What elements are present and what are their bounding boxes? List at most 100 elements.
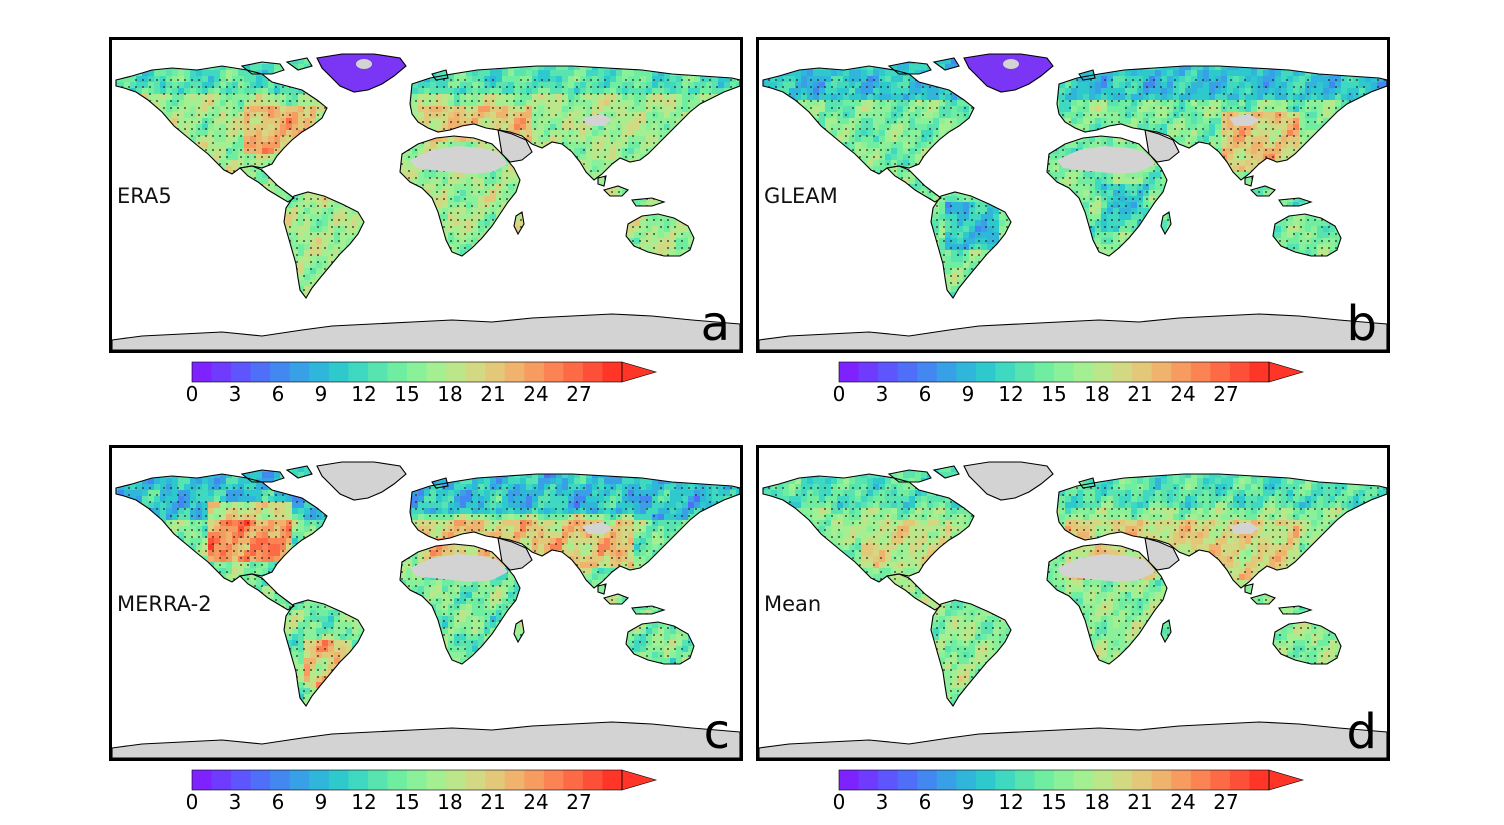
coastline-africa xyxy=(1046,135,1168,257)
map-panel-gleam: GLEAM b xyxy=(756,37,1390,353)
no-data-region xyxy=(112,314,740,350)
colorbar-tick-label: 9 xyxy=(962,790,975,814)
coastline-antarctica xyxy=(112,313,740,350)
colorbar-extend-arrow xyxy=(621,769,658,791)
dataset-label-era5: ERA5 xyxy=(117,184,172,208)
colorbar-tick-label: 9 xyxy=(315,790,328,814)
coastline-australia xyxy=(1272,621,1342,665)
colorbar-gradient xyxy=(191,361,658,383)
panel-letter-b: b xyxy=(1347,300,1377,348)
colorbar-tick-label: 6 xyxy=(272,790,285,814)
world-map-gleam xyxy=(759,40,1387,350)
no-data-region xyxy=(498,130,532,162)
colorbar-tick-label: 27 xyxy=(1213,790,1238,814)
no-data-region xyxy=(759,722,1387,758)
colorbar-gradient xyxy=(838,769,1305,791)
colorbar-tick-label: 15 xyxy=(1041,790,1066,814)
world-map-merra2 xyxy=(112,448,740,758)
no-data-region xyxy=(759,314,1387,350)
coastline-seAsiaIslands xyxy=(1244,583,1313,615)
colorbar-tick-label: 24 xyxy=(1170,790,1195,814)
coastline-greenland xyxy=(316,461,407,501)
dataset-label-gleam: GLEAM xyxy=(764,184,838,208)
coastline-greenland xyxy=(963,53,1054,93)
colorbar-extend-arrow xyxy=(1268,769,1305,791)
map-panel-era5: ERA5 a xyxy=(109,37,743,353)
no-data-region xyxy=(1145,130,1179,162)
coastline-antarctica xyxy=(759,721,1387,758)
no-data-region xyxy=(582,114,612,126)
coastline-northAmerica xyxy=(115,473,328,583)
coastline-africa xyxy=(399,135,521,257)
no-data-region xyxy=(1145,538,1179,570)
no-data-region xyxy=(112,722,740,758)
colorbar-tick-label: 6 xyxy=(272,382,285,406)
no-data-region xyxy=(582,522,612,534)
colorbar-tick-label: 24 xyxy=(523,790,548,814)
coastline-southAmerica xyxy=(930,191,1012,299)
colorbar-gradient xyxy=(838,361,1305,383)
coastline-centralAmerica xyxy=(238,165,295,203)
colorbar-tick-label: 12 xyxy=(351,790,376,814)
dataset-label-merra2: MERRA-2 xyxy=(117,592,212,616)
coastline-southAmerica xyxy=(930,599,1012,707)
coastline-northAmerica xyxy=(762,65,975,175)
coastline-arcticIslands xyxy=(240,57,449,81)
no-data-region xyxy=(1229,114,1259,126)
colorbar-gradient xyxy=(191,769,658,791)
colorbar-tick-label: 21 xyxy=(480,382,505,406)
colorbar-tick-label: 0 xyxy=(833,790,846,814)
colorbar-tick-label: 6 xyxy=(919,790,932,814)
coastline-madagascar xyxy=(1160,619,1172,644)
colorbar-tick-label: 6 xyxy=(919,382,932,406)
colorbar-tick-label: 27 xyxy=(566,382,591,406)
coastline-greenland xyxy=(963,461,1054,501)
no-data-region xyxy=(1057,554,1155,582)
colorbar-tick-label: 3 xyxy=(229,790,242,814)
map-panel-mean: Mean d xyxy=(756,445,1390,761)
colorbar-tick-label: 0 xyxy=(833,382,846,406)
colorbar-tick-label: 9 xyxy=(962,382,975,406)
coastline-australia xyxy=(1272,213,1342,257)
coastline-africa xyxy=(1046,543,1168,665)
colorbar-tick-label: 24 xyxy=(1170,382,1195,406)
no-data-region xyxy=(410,554,508,582)
coastline-madagascar xyxy=(1160,211,1172,236)
coastline-northAmerica xyxy=(115,65,328,175)
colorbar-tick-label: 18 xyxy=(437,382,462,406)
colorbar-tick-label: 27 xyxy=(1213,382,1238,406)
map-panel-merra2: MERRA-2 c xyxy=(109,445,743,761)
colorbar-tick-label: 18 xyxy=(437,790,462,814)
colorbar-tick-label: 21 xyxy=(480,790,505,814)
coastline-madagascar xyxy=(513,211,525,236)
no-data-region xyxy=(1057,146,1155,174)
colorbar-tick-label: 3 xyxy=(876,790,889,814)
coastline-southAmerica xyxy=(283,191,365,299)
coastline-centralAmerica xyxy=(885,573,942,611)
no-data-region xyxy=(410,146,508,174)
coastline-seAsiaIslands xyxy=(597,175,666,207)
colorbar-extend-arrow xyxy=(1268,361,1305,383)
coastline-centralAmerica xyxy=(238,573,295,611)
coastline-northAmerica xyxy=(762,473,975,583)
colorbar-tick-label: 21 xyxy=(1127,790,1152,814)
coastline-madagascar xyxy=(513,619,525,644)
colorbar-tick-label: 18 xyxy=(1084,382,1109,406)
colorbar-tick-label: 0 xyxy=(186,382,199,406)
coastline-antarctica xyxy=(759,313,1387,350)
colorbar-tick-label: 0 xyxy=(186,790,199,814)
colorbar-tick-label: 3 xyxy=(876,382,889,406)
colorbar-tick-label: 9 xyxy=(315,382,328,406)
colorbar-b: 0 3 6 9 12 15 18 21 24 27 xyxy=(833,360,1307,410)
dataset-label-mean: Mean xyxy=(764,592,821,616)
colorbar-tick-label: 3 xyxy=(229,382,242,406)
colorbar-tick-label: 12 xyxy=(998,790,1023,814)
colorbar-d: 0 3 6 9 12 15 18 21 24 27 xyxy=(833,768,1307,818)
colorbar-tick-label: 15 xyxy=(394,382,419,406)
colorbar-tick-label: 15 xyxy=(394,790,419,814)
coastline-arcticIslands xyxy=(240,465,449,489)
coastline-eurasia xyxy=(409,65,740,181)
panel-letter-c: c xyxy=(704,708,730,756)
coastline-eurasia xyxy=(1056,65,1387,181)
coastline-africa xyxy=(399,543,521,665)
